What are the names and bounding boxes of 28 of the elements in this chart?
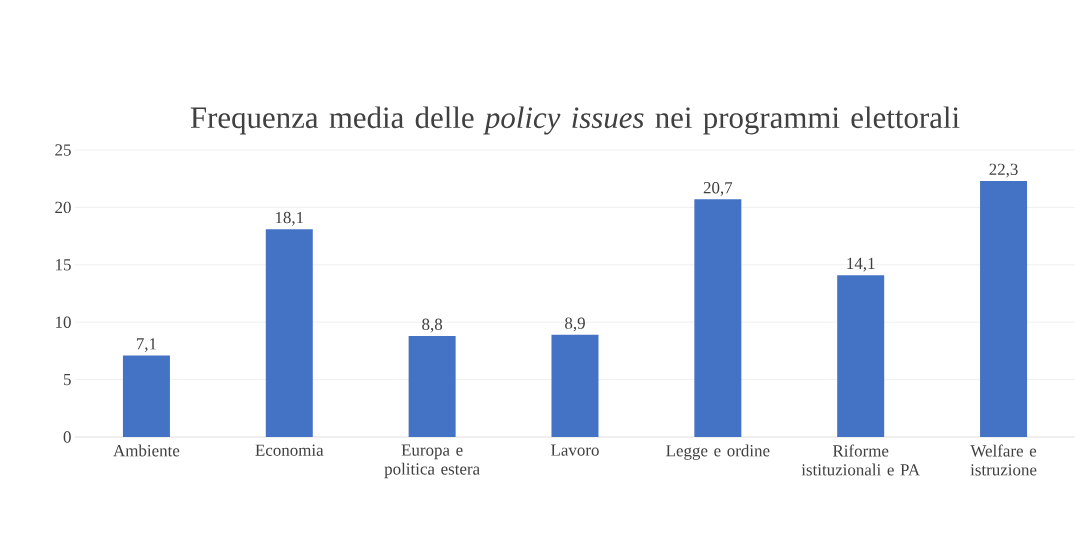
bar [408, 335, 456, 437]
x-tick-label: Europa e politica estera [384, 444, 480, 479]
bar [694, 199, 742, 437]
x-tick-label: Riforme istituzionali e PA [801, 444, 921, 476]
bar [980, 180, 1028, 437]
data-label: 18,1 [275, 211, 304, 226]
bar [551, 334, 599, 437]
x-tick-label: Ambiente [113, 444, 180, 457]
x-tick-label: Legge e ordine [666, 444, 770, 460]
x-tick-label: Economia [255, 444, 324, 456]
data-label: 22,3 [989, 163, 1018, 178]
data-label: 7,1 [136, 338, 156, 352]
y-tick-label: 15 [56, 259, 71, 271]
y-tick-label: 5 [64, 373, 71, 386]
data-label: 8,9 [565, 317, 585, 332]
y-tick-label: 25 [55, 144, 71, 156]
y-tick-label: 0 [63, 431, 71, 443]
bar [837, 275, 885, 437]
data-label: 14,1 [847, 257, 875, 272]
data-label: 8,8 [422, 318, 443, 333]
y-tick-label: 10 [56, 316, 71, 328]
x-tick-label: Lavoro [551, 444, 599, 456]
y-tick-label: 20 [55, 201, 71, 214]
data-label: 20,7 [703, 181, 733, 196]
x-tick-label: Welfare e istruzione [970, 444, 1037, 476]
bar [265, 229, 313, 437]
chart-title: Frequenza media delle policy issues nei programmi elettorali [190, 106, 960, 135]
bar [122, 355, 170, 437]
